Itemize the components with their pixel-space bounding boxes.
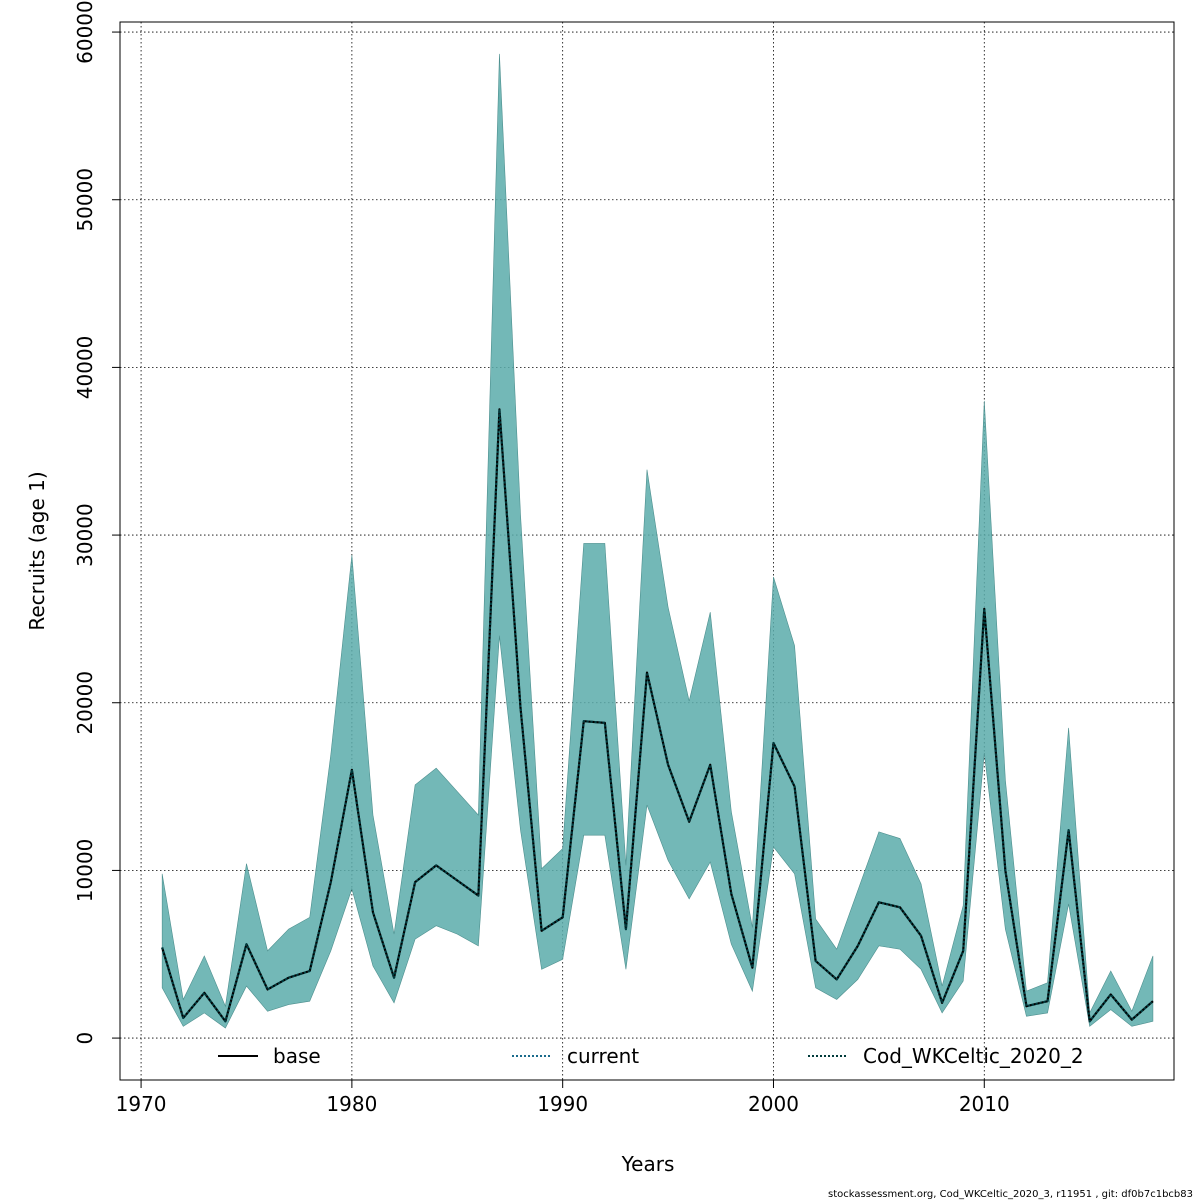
y-tick-label: 0	[73, 1032, 97, 1045]
x-axis-title: Years	[621, 1152, 675, 1176]
legend-label: base	[273, 1044, 321, 1068]
x-axis: 1970 1980 1990 2000 2010	[116, 1080, 1010, 1116]
series-lines	[161, 408, 1154, 1023]
x-tick-label: 1970	[116, 1092, 167, 1116]
y-axis: 0 10000 20000 30000 40000 50000 60000	[73, 0, 120, 1044]
confidence-band	[161, 53, 1154, 1029]
confidence-band-area	[161, 53, 1154, 1029]
plot-frame	[119, 21, 1175, 1081]
x-tick-label: 2000	[748, 1092, 799, 1116]
footer-text: stockassessment.org, Cod_WKCeltic_2020_3…	[828, 1189, 1193, 1200]
x-tick-label: 1980	[326, 1092, 377, 1116]
legend-label: current	[567, 1044, 639, 1068]
series-line-base	[161, 408, 1154, 1023]
x-tick-label: 2010	[959, 1092, 1010, 1116]
y-tick-label: 50000	[73, 168, 97, 232]
y-tick-label: 30000	[73, 503, 97, 567]
legend: base current Cod_WKCeltic_2020_2	[218, 1044, 1084, 1068]
legend-label: Cod_WKCeltic_2020_2	[863, 1044, 1084, 1068]
x-tick-label: 1990	[537, 1092, 588, 1116]
y-axis-title: Recruits (age 1)	[25, 471, 49, 630]
y-tick-label: 40000	[73, 336, 97, 400]
y-tick-label: 10000	[73, 839, 97, 903]
y-tick-label: 20000	[73, 671, 97, 735]
y-tick-label: 60000	[73, 0, 97, 64]
